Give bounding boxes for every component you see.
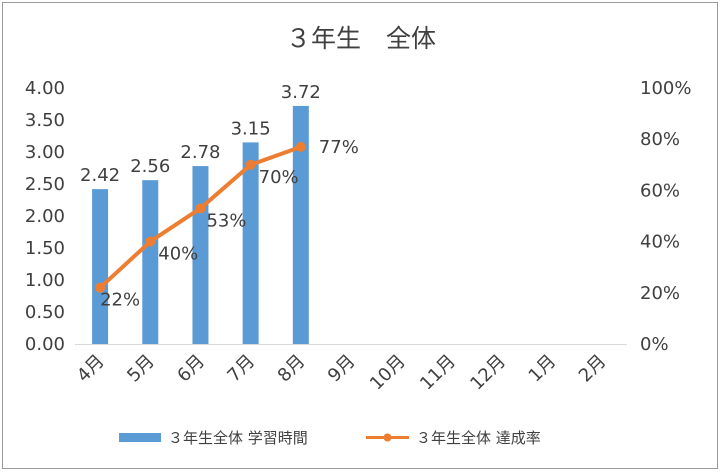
left-tick-label: 1.00 bbox=[25, 270, 65, 291]
x-axis-ticks: 4月 5月 6月 7月 8月 9月 10月 11月 12月 1月 2月 bbox=[73, 351, 610, 395]
left-tick-label: 2.00 bbox=[25, 206, 65, 227]
x-tick-label: 5月 bbox=[123, 351, 159, 387]
x-tick-label: 4月 bbox=[73, 351, 109, 387]
line-data-labels: 22% 40% 53% 70% 77% bbox=[100, 137, 359, 311]
legend: ３年生全体 学習時間 ３年生全体 達成率 bbox=[119, 429, 541, 447]
bar-data-labels: 2.42 2.56 2.78 3.15 3.72 bbox=[80, 82, 321, 186]
line-marker bbox=[195, 203, 206, 214]
line-data-label: 70% bbox=[259, 167, 299, 188]
line-marker bbox=[245, 159, 256, 170]
bar bbox=[292, 105, 309, 344]
right-tick-label: 0% bbox=[640, 334, 669, 355]
left-tick-label: 3.00 bbox=[25, 142, 65, 163]
left-tick-label: 1.50 bbox=[25, 238, 65, 259]
line-data-label: 40% bbox=[158, 244, 198, 265]
x-tick-label: 8月 bbox=[274, 351, 310, 387]
bar bbox=[142, 180, 159, 344]
x-tick-label: 9月 bbox=[324, 351, 360, 387]
left-tick-label: 2.50 bbox=[25, 174, 65, 195]
line-series bbox=[95, 141, 306, 293]
right-tick-label: 20% bbox=[640, 283, 680, 304]
left-axis-ticks: 0.00 0.50 1.00 1.50 2.00 2.50 3.00 3.50 4.00 bbox=[25, 78, 65, 355]
bar-data-label: 3.15 bbox=[231, 118, 271, 139]
line-data-label: 77% bbox=[319, 137, 359, 158]
left-tick-label: 0.50 bbox=[25, 302, 65, 323]
bar-data-label: 3.72 bbox=[281, 82, 321, 103]
legend-line-label: ３年生全体 達成率 bbox=[416, 429, 541, 447]
bar-data-label: 2.42 bbox=[80, 165, 120, 186]
right-tick-label: 40% bbox=[640, 232, 680, 253]
chart-frame bbox=[2, 2, 718, 469]
x-tick-label: 10月 bbox=[366, 351, 410, 395]
right-tick-label: 60% bbox=[640, 180, 680, 201]
line-marker bbox=[95, 282, 106, 293]
bar bbox=[92, 189, 109, 344]
left-tick-label: 3.50 bbox=[25, 110, 65, 131]
line-data-label: 22% bbox=[100, 290, 140, 311]
x-tick-label: 7月 bbox=[223, 351, 259, 387]
bar-data-label: 2.78 bbox=[180, 142, 220, 163]
x-tick-label: 2月 bbox=[575, 351, 611, 387]
x-tick-label: 12月 bbox=[466, 351, 510, 395]
legend-line-marker bbox=[383, 433, 392, 442]
right-axis-ticks: 0% 20% 40% 60% 80% 100% bbox=[640, 78, 691, 355]
legend-bar-label: ３年生全体 学習時間 bbox=[168, 429, 308, 447]
chart-title: ３年生 全体 bbox=[286, 24, 436, 53]
bar-series bbox=[92, 105, 309, 344]
line-data-label: 53% bbox=[206, 210, 246, 231]
x-tick-label: 1月 bbox=[525, 351, 561, 387]
right-tick-label: 80% bbox=[640, 129, 680, 150]
legend-bar-swatch bbox=[119, 433, 161, 442]
left-tick-label: 4.00 bbox=[25, 78, 65, 99]
bar bbox=[242, 142, 259, 344]
right-tick-label: 100% bbox=[640, 78, 691, 99]
x-tick-label: 6月 bbox=[173, 351, 209, 387]
line-marker bbox=[145, 236, 156, 247]
left-tick-label: 0.00 bbox=[25, 334, 65, 355]
line-marker bbox=[295, 141, 306, 152]
bar-data-label: 2.56 bbox=[130, 156, 170, 177]
x-tick-label: 11月 bbox=[416, 351, 460, 395]
